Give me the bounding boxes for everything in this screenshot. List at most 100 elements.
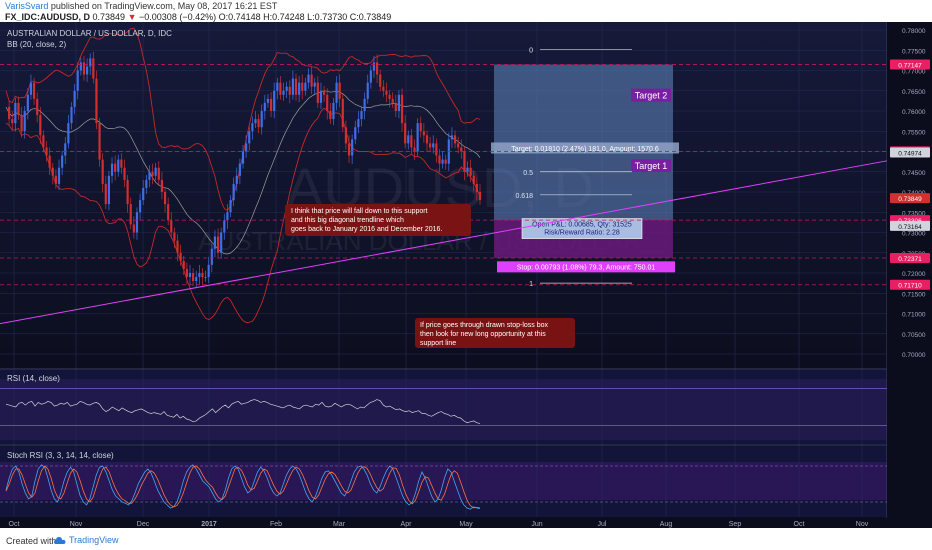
candle-body [11, 119, 14, 124]
candle-body [229, 200, 232, 213]
candle-body [17, 102, 20, 116]
candle-body [213, 236, 217, 249]
candle-body [192, 273, 195, 282]
price-tick: 0.72000 [902, 271, 926, 278]
candle-body [188, 273, 192, 278]
candle-body [354, 127, 357, 140]
candle-body [269, 98, 273, 111]
candle-body [450, 135, 454, 140]
candle-body [332, 102, 335, 120]
candle-body [148, 171, 151, 180]
target-info-box [491, 142, 679, 154]
candle-body [400, 94, 404, 124]
candle-body [92, 58, 95, 79]
candle-body [36, 98, 39, 116]
risk-reward-text: Risk/Reward Ratio: 2.28 [544, 230, 620, 237]
candle-body [48, 155, 51, 168]
candle-body [82, 62, 86, 75]
candle-body [444, 159, 447, 164]
down-arrow-icon: ▼ [127, 12, 137, 22]
candle-body [307, 74, 310, 83]
price-tick: 0.77500 [902, 48, 926, 55]
candle-body [413, 147, 416, 152]
stoploss-note-line: then look for new long opportunity at th… [420, 331, 546, 338]
trendline-layer[interactable] [0, 160, 888, 325]
candle-body [369, 70, 372, 83]
tradingview-logo[interactable]: TradingView [54, 535, 119, 545]
price-tag [890, 193, 930, 204]
candle-body [61, 155, 64, 168]
candle-body [438, 155, 441, 164]
candle-body [276, 82, 279, 91]
stoch-k-line [5, 464, 481, 510]
rsi-line [5, 399, 481, 424]
candle-body [394, 102, 397, 111]
time-axis[interactable]: Oct Nov Dec 2017 Feb Mar Apr May Jun Jul Aug Sep Oct… [0, 518, 932, 528]
candle-body [288, 86, 291, 95]
support-note-line: goes back to January 2016 and December 2… [291, 226, 442, 233]
time-tick: Nov [856, 521, 869, 528]
fib-retracement[interactable]: 0 0.5 0.618 1 [515, 47, 632, 288]
candle-body [101, 159, 104, 184]
candle-body [73, 90, 76, 107]
candle-body [185, 268, 188, 278]
publisher-name[interactable]: VarisSvard [5, 1, 49, 11]
time-tick: Feb [270, 521, 282, 528]
price-tag [890, 279, 930, 290]
candle-body [98, 123, 101, 160]
candle-body [344, 127, 347, 144]
price-tag [890, 59, 930, 70]
candle-body [279, 82, 282, 95]
candle-body [432, 143, 435, 148]
price-chart[interactable]: AUDUSD, D AUSTRALIAN DOLLAR / US DOLLAR … [0, 22, 932, 528]
candle-body [410, 135, 413, 148]
candle-body [89, 58, 92, 67]
candle-body [248, 131, 251, 144]
candle-body [397, 94, 401, 111]
candle-body [160, 179, 164, 192]
candle-body [207, 264, 210, 278]
candle-body [20, 115, 23, 132]
candle-body [304, 82, 307, 91]
candle-body [347, 143, 351, 156]
candle-body [404, 123, 407, 144]
price-axis[interactable]: 0.78000 0.77500 0.77000 0.76500 0.76000 0.755… [887, 22, 932, 528]
symbol-name: FX_IDC:AUDUSD, D [5, 12, 91, 22]
brand-name: TradingView [69, 535, 119, 545]
time-tick: May [459, 521, 473, 528]
candle-body [145, 179, 148, 188]
candle-body [163, 192, 167, 205]
candle-body [472, 175, 475, 184]
annotations[interactable]: I think that price will fall down to thi… [285, 204, 575, 348]
candle-body [104, 183, 107, 205]
candle-body [366, 82, 369, 99]
position-tool[interactable]: Target 2 Target 1 Target: 0.01810 (2.47%) … [491, 64, 679, 273]
candle-body [76, 70, 79, 91]
pnl-text: Open P&L: 0.00685, Qty: 31525 [532, 222, 632, 229]
stoploss-note-box[interactable] [415, 318, 575, 348]
symbol-line: FX_IDC:AUDUSD, D 0.73849 ▼ −0.00308 (−0.… [5, 12, 391, 22]
candle-body [129, 204, 132, 225]
price-change: −0.00308 (−0.42%) [139, 12, 217, 22]
candle-body [335, 82, 338, 103]
candle-body [463, 151, 466, 172]
price-tick: 0.76500 [902, 89, 926, 96]
candle-body [223, 220, 226, 233]
support-note-box[interactable] [285, 204, 471, 236]
time-tick: Aug [660, 521, 673, 528]
candle-body [341, 98, 344, 128]
diagonal-trendline[interactable] [0, 160, 888, 325]
candle-body [173, 232, 176, 241]
target-1-label: Target 1 [635, 161, 668, 171]
candle-body [29, 82, 33, 95]
time-tick: Oct [9, 521, 20, 528]
candle-body [257, 119, 260, 128]
fib-level-label: 1 [529, 281, 533, 288]
candle-body [372, 62, 376, 71]
candle-body [238, 163, 241, 176]
candle-body [57, 167, 61, 184]
candle-body [416, 123, 419, 152]
candle-body [120, 159, 123, 168]
candle-body [23, 111, 26, 132]
candle-body [357, 119, 360, 128]
